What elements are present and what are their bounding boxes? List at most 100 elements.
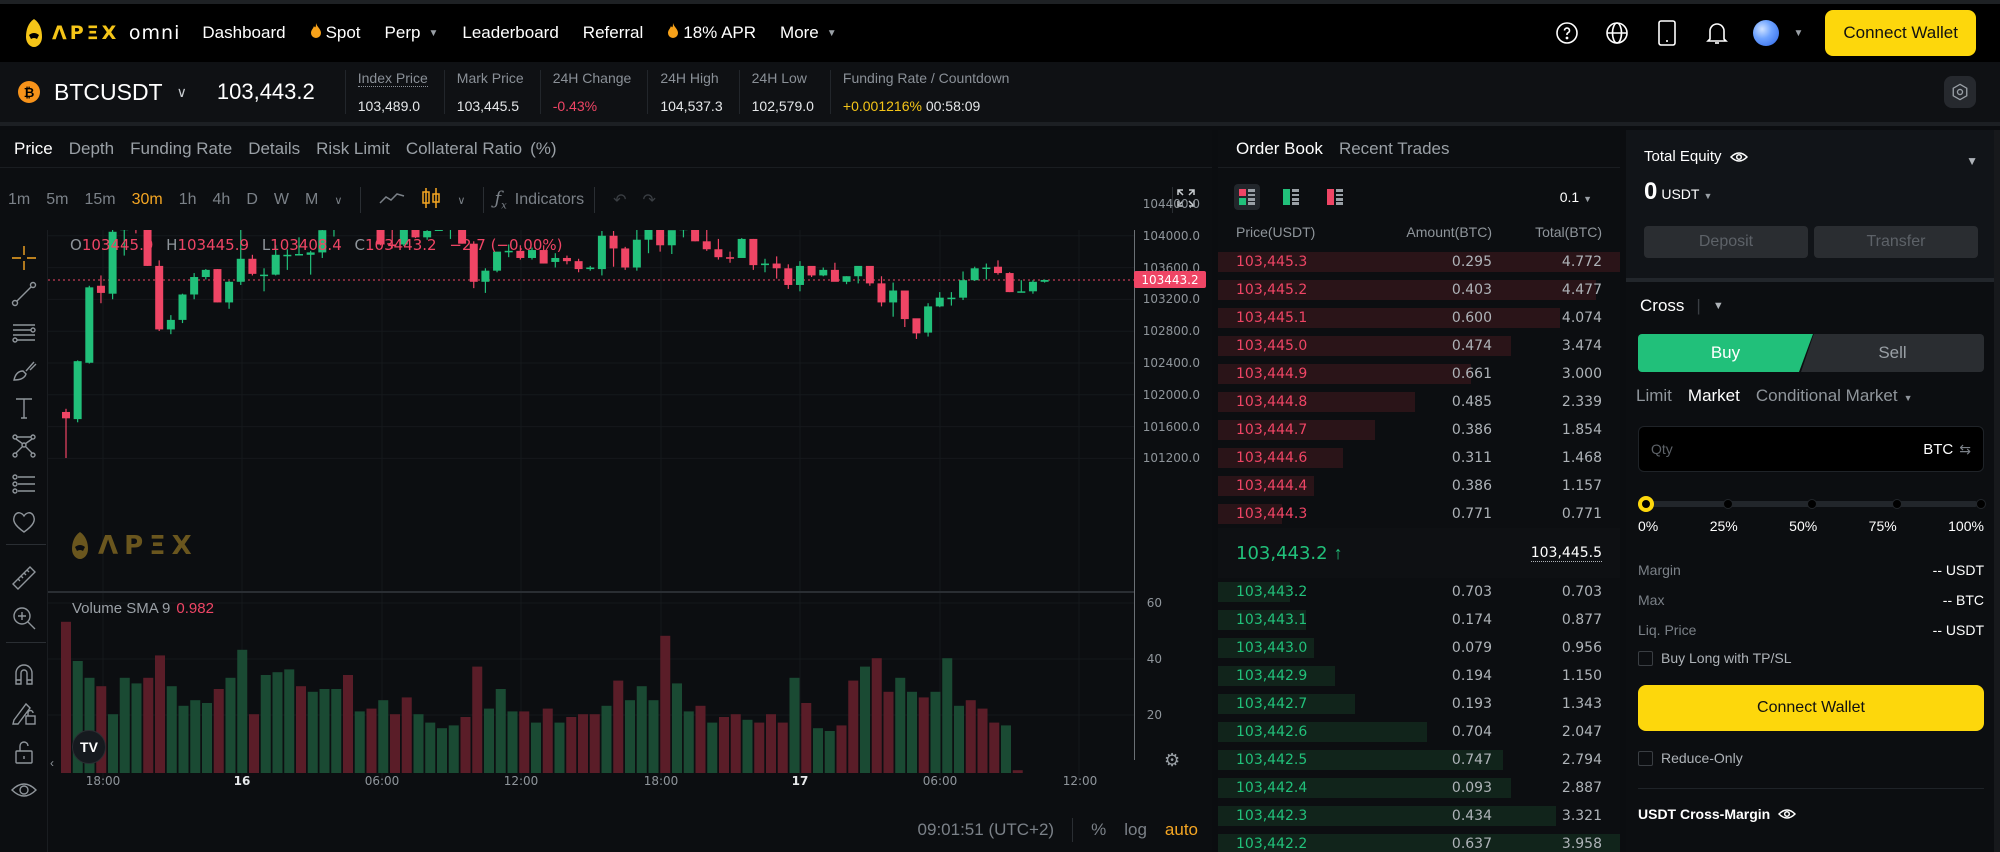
mobile-icon[interactable] [1653, 19, 1681, 47]
order-type-market[interactable]: Market [1687, 386, 1740, 405]
price-chart-canvas[interactable]: ΛPΞX [48, 230, 1134, 852]
zoom-in-icon[interactable] [10, 604, 38, 632]
slider-mark-label[interactable]: 0% [1638, 518, 1659, 534]
eye-icon[interactable] [1729, 151, 1748, 163]
equity-expand-caret-icon[interactable]: ▼ [1966, 154, 1978, 168]
tab-order-book[interactable]: Order Book [1236, 138, 1323, 158]
chart-tab-details[interactable]: Details [248, 138, 301, 158]
timeframe-M[interactable]: M [304, 191, 319, 208]
timeframe-15m[interactable]: 15m [84, 191, 116, 208]
help-icon[interactable] [1553, 19, 1581, 47]
timeframe-W[interactable]: W [273, 191, 289, 208]
nav-item-dashboard[interactable]: Dashboard [202, 23, 286, 42]
auto-scale-toggle[interactable]: auto [1164, 820, 1198, 839]
timeframe-1m[interactable]: 1m [8, 191, 31, 208]
magnet-icon[interactable] [10, 660, 38, 688]
tpsl-checkbox-row[interactable]: Buy Long with TP/SL [1638, 650, 1791, 666]
nav-item-more[interactable]: More ▼ [780, 23, 837, 42]
horizontal-lines-icon[interactable] [10, 318, 38, 346]
nav-item-18-apr[interactable]: 18% APR [667, 23, 756, 43]
chart-type-chevron-icon[interactable]: ∨ [457, 194, 466, 207]
chart-tab-collateral-ratio[interactable]: Collateral Ratio [405, 138, 523, 158]
text-icon[interactable] [10, 394, 38, 422]
slider-mark[interactable] [1722, 499, 1733, 509]
timeframe-more-chevron-icon[interactable]: ∨ [334, 194, 343, 207]
caret-down-icon[interactable]: ▼ [1703, 191, 1713, 201]
trendline-icon[interactable] [10, 280, 38, 308]
avatar[interactable] [1753, 20, 1780, 46]
bell-icon[interactable] [1703, 19, 1731, 47]
pattern-icon[interactable] [10, 432, 38, 460]
ask-row[interactable]: 103,445.2 0.403 4.477 [1218, 278, 1620, 302]
buy-tab[interactable]: Buy [1638, 334, 1813, 372]
nav-item-leaderboard[interactable]: Leaderboard [462, 23, 559, 42]
percent-scale-toggle[interactable]: % [1091, 820, 1107, 839]
timeframe-D[interactable]: D [246, 191, 258, 208]
slider-handle[interactable] [1638, 496, 1654, 512]
log-scale-toggle[interactable]: log [1124, 820, 1147, 839]
globe-icon[interactable] [1603, 19, 1631, 47]
chart-tab-price[interactable]: Price [14, 138, 53, 158]
redo-icon[interactable]: ↷ [642, 192, 656, 209]
qty-input[interactable]: Qty BTC ⇆ [1638, 426, 1984, 472]
ask-row[interactable]: 103,445.3 0.295 4.772 [1218, 250, 1620, 274]
ask-row[interactable]: 103,445.0 0.474 3.474 [1218, 334, 1620, 358]
slider-mark-label[interactable]: 100% [1948, 518, 1984, 534]
currency-select[interactable]: USDT [1661, 186, 1700, 202]
price-step-select[interactable]: 0.1 ▼ [1559, 189, 1592, 205]
collapse-toolbar-chevron-icon[interactable]: ‹ [50, 756, 54, 770]
bid-row[interactable]: 103,442.5 0.747 2.794 [1218, 748, 1620, 772]
bids-only-view-icon[interactable] [1278, 184, 1304, 210]
chevron-down-icon[interactable]: ∨ [176, 83, 187, 100]
bid-row[interactable]: 103,442.3 0.434 3.321 [1218, 804, 1620, 828]
bid-row[interactable]: 103,443.2 0.703 0.703 [1218, 580, 1620, 604]
asks-only-view-icon[interactable] [1322, 184, 1348, 210]
ask-row[interactable]: 103,444.9 0.661 3.000 [1218, 362, 1620, 386]
chart-tab-risk-limit[interactable]: Risk Limit [316, 138, 390, 158]
nav-item-spot[interactable]: Spot [310, 23, 361, 43]
connect-wallet-button[interactable]: Connect Wallet [1825, 10, 1976, 56]
unlock-icon[interactable] [10, 738, 38, 766]
tradingview-logo[interactable]: TV [72, 730, 106, 764]
slider-mark[interactable] [1976, 499, 1986, 509]
bid-row[interactable]: 103,442.4 0.093 2.887 [1218, 776, 1620, 800]
margin-mode-select[interactable]: Cross | ▼ [1640, 296, 1724, 315]
line-chart-icon[interactable] [371, 190, 413, 211]
indicators-button[interactable]: ƒx Indicators [494, 188, 584, 212]
ask-row[interactable]: 103,444.7 0.386 1.854 [1218, 418, 1620, 442]
timezone-label[interactable]: 09:01:51 (UTC+2) [917, 820, 1055, 839]
tab-recent-trades[interactable]: Recent Trades [1338, 138, 1450, 158]
slider-mark-label[interactable]: 75% [1868, 518, 1897, 534]
bid-row[interactable]: 103,443.0 0.079 0.956 [1218, 636, 1620, 660]
heart-icon[interactable] [10, 508, 38, 536]
ask-row[interactable]: 103,444.4 0.386 1.157 [1218, 474, 1620, 498]
tpsl-checkbox[interactable] [1638, 650, 1653, 666]
eye-icon[interactable] [10, 776, 38, 804]
ask-row[interactable]: 103,444.8 0.485 2.339 [1218, 390, 1620, 414]
timeframe-30m[interactable]: 30m [131, 191, 163, 208]
both-sides-view-icon[interactable] [1234, 184, 1260, 210]
ask-row[interactable]: 103,445.1 0.600 4.074 [1218, 306, 1620, 330]
crosshair-icon[interactable] [10, 244, 38, 272]
sell-tab[interactable]: Sell [1801, 334, 1984, 372]
timeframe-1h[interactable]: 1h [178, 191, 197, 208]
eye-icon[interactable] [1778, 808, 1797, 820]
qty-percentage-slider[interactable] [1638, 496, 1986, 512]
undo-icon[interactable]: ↶ [613, 192, 627, 209]
ask-row[interactable]: 103,444.6 0.311 1.468 [1218, 446, 1620, 470]
order-type-conditional-market[interactable]: Conditional Market ▼ [1755, 386, 1913, 405]
bid-row[interactable]: 103,442.7 0.193 1.343 [1218, 692, 1620, 716]
order-type-limit[interactable]: Limit [1636, 386, 1672, 405]
swap-unit-icon[interactable]: ⇆ [1959, 440, 1971, 457]
qty-unit[interactable]: BTC [1923, 440, 1954, 458]
reduce-only-checkbox[interactable] [1638, 750, 1653, 766]
stat-index-price[interactable]: Index Price 103,489.0 [344, 70, 428, 114]
bid-row[interactable]: 103,442.9 0.194 1.150 [1218, 664, 1620, 688]
timeframe-4h[interactable]: 4h [212, 191, 231, 208]
ask-row[interactable]: 103,444.3 0.771 0.771 [1218, 502, 1620, 526]
nav-item-referral[interactable]: Referral [582, 23, 644, 42]
forecast-icon[interactable] [10, 470, 38, 498]
symbol-selector[interactable]: BTCUSDT [54, 78, 163, 105]
price-axis[interactable]: 104400.0 104000.0 103600.0 103200.0 102800.0… [1134, 197, 1212, 760]
bid-row[interactable]: 103,442.2 0.637 3.958 [1218, 832, 1620, 852]
